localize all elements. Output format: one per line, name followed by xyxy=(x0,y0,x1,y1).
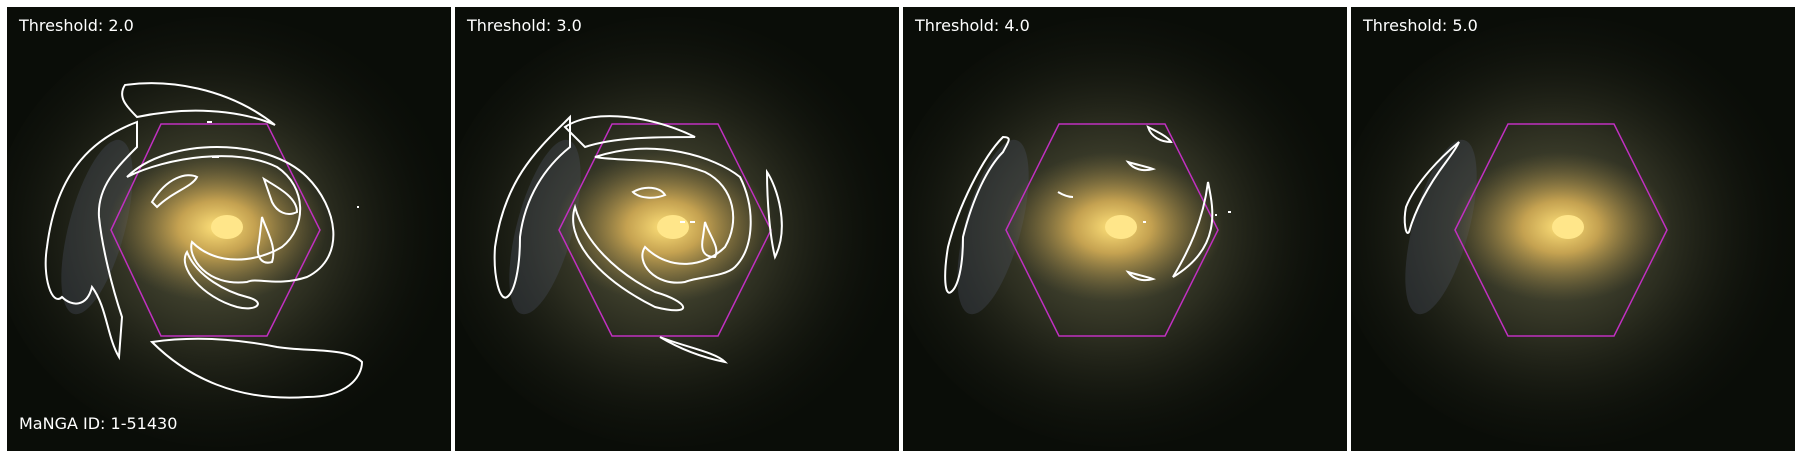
contour-lines xyxy=(493,114,783,364)
threshold-label: Threshold: 4.0 xyxy=(915,16,1030,35)
galaxy-panel-1: Threshold: 2.0 MaNGA ID: 1-51430 xyxy=(7,7,451,451)
threshold-label: Threshold: 3.0 xyxy=(467,16,582,35)
galaxy-image xyxy=(7,7,451,451)
contour-lines xyxy=(44,82,364,399)
contour-lines xyxy=(1403,141,1460,234)
hexagon-footprint xyxy=(110,123,321,337)
contour-lines xyxy=(944,125,1231,294)
threshold-label: Threshold: 5.0 xyxy=(1363,16,1478,35)
galaxy-panel-2: Threshold: 3.0 xyxy=(455,7,899,451)
manga-id-label: MaNGA ID: 1-51430 xyxy=(19,414,178,433)
hexagon-footprint xyxy=(1454,123,1668,337)
galaxy-image xyxy=(903,7,1347,451)
galaxy-image xyxy=(455,7,899,451)
galaxy-panel-3: Threshold: 4.0 xyxy=(903,7,1347,451)
galaxy-image xyxy=(1351,7,1795,451)
hexagon-footprint xyxy=(1005,123,1219,337)
threshold-label: Threshold: 2.0 xyxy=(19,16,134,35)
galaxy-panel-4: Threshold: 5.0 xyxy=(1351,7,1795,451)
